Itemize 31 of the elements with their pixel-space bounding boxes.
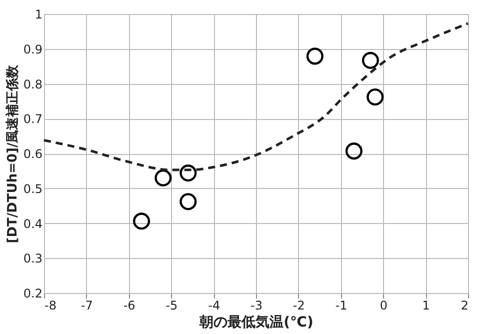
- y-tick-label: 0.4: [23, 216, 42, 231]
- x-tick-label: 2: [460, 298, 468, 312]
- point: [180, 164, 197, 182]
- y-tick-label: 0.2: [23, 286, 42, 300]
- y-tick-label: 0.7: [23, 112, 42, 126]
- x-axis-title: 朝の最低気温(℃): [198, 314, 314, 330]
- y-tick-label: 0.8: [23, 77, 42, 92]
- x-tick-label: 0: [380, 298, 388, 312]
- point: [366, 88, 384, 106]
- x-tick-label: -3: [250, 298, 262, 312]
- y-tick-label: 0.9: [23, 42, 42, 56]
- point: [154, 169, 172, 186]
- y-axis-title: [DT/DTUh=0]/風速補正係数: [4, 64, 20, 244]
- y-tick-label: 0.6: [23, 147, 42, 161]
- point: [306, 48, 324, 65]
- y-tick-label: 0.5: [23, 182, 42, 196]
- x-tick-label: -5: [166, 298, 178, 312]
- y-tick-label: 1: [34, 8, 42, 22]
- point: [345, 142, 362, 160]
- x-tick-label: -4: [208, 298, 220, 312]
- x-tick-label: 1: [422, 298, 430, 312]
- x-tick-label: -7: [80, 298, 93, 312]
- x-tick-label: -1: [335, 298, 348, 312]
- point: [133, 212, 150, 230]
- x-tick-label: -8: [44, 298, 56, 312]
- point: [362, 52, 379, 69]
- point: [180, 193, 197, 210]
- line-series: [42, 22, 470, 172]
- y-tick-label: 0.3: [23, 252, 42, 266]
- x-tick-label: -6: [123, 298, 136, 312]
- x-tick-label: -2: [292, 298, 305, 312]
